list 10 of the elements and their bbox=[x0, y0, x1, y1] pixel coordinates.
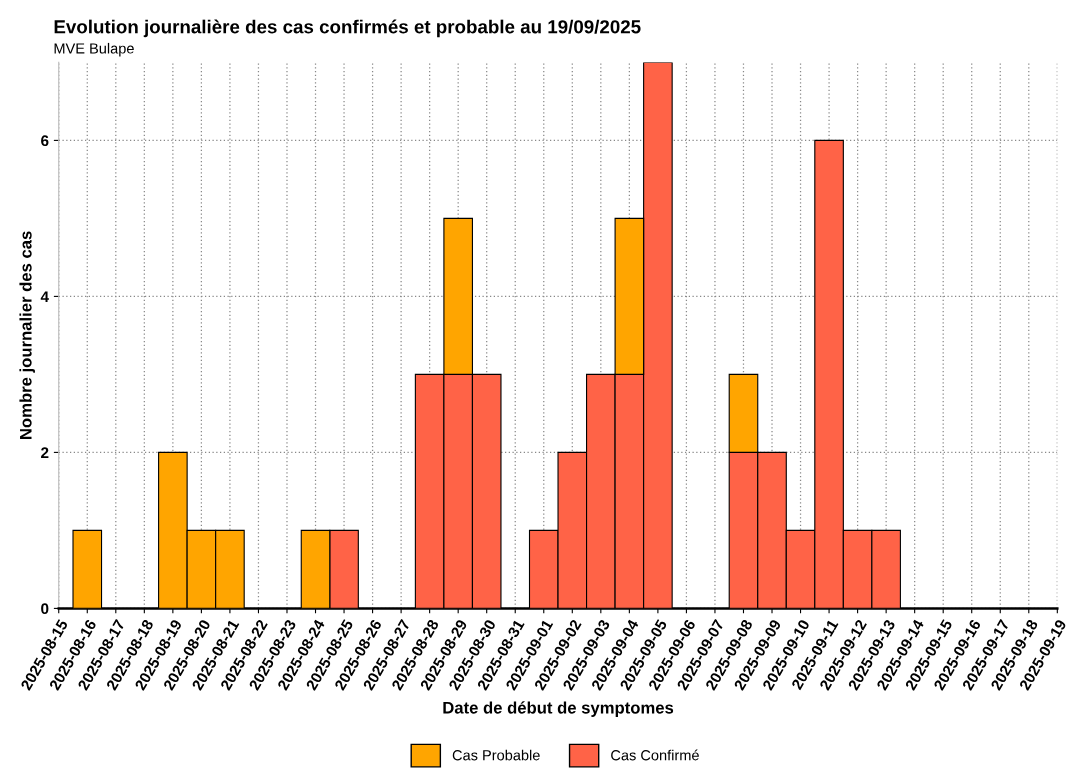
chart-subtitle: MVE Bulape bbox=[54, 42, 134, 57]
legend-label: Cas Confirmé bbox=[611, 749, 699, 761]
y-axis-title: Nombre journalier des cas bbox=[19, 231, 35, 439]
chart-title: Evolution journalière des cas confirmés et probable au 19/09/2025 bbox=[54, 19, 641, 38]
x-axis-title: Date de début de symptomes bbox=[443, 701, 674, 717]
y-tick-label: 2 bbox=[41, 447, 49, 458]
legend-label: Cas Probable bbox=[452, 749, 540, 761]
y-tick-label: 4 bbox=[40, 291, 49, 302]
y-tick-label: 6 bbox=[41, 135, 49, 147]
y-tick-label: 0 bbox=[41, 603, 49, 615]
